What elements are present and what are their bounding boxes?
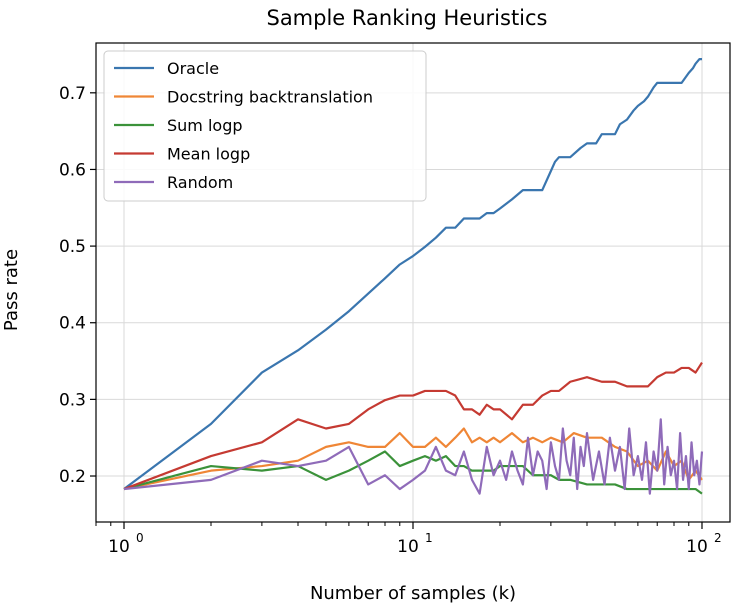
- x-axis-label: Number of samples (k): [310, 583, 516, 604]
- y-tick-label: 0.4: [59, 314, 86, 334]
- x-tick-label: 10: [108, 537, 130, 557]
- series-line-sum-logp: [123, 450, 703, 495]
- y-tick-label: 0.6: [59, 160, 86, 180]
- chart-title: Sample Ranking Heuristics: [266, 6, 547, 30]
- legend-label-oracle: Oracle: [167, 59, 219, 78]
- x-tick-label: 10: [397, 537, 419, 557]
- legend-label-docstring-backtranslation: Docstring backtranslation: [167, 88, 373, 107]
- y-tick-label: 0.7: [59, 84, 86, 104]
- x-tick-exponent: 0: [136, 531, 144, 545]
- series-line-oracle: [123, 57, 702, 490]
- x-tick-exponent: 2: [714, 531, 722, 545]
- legend-label-mean-logp: Mean logp: [167, 145, 250, 164]
- legend: Oracle Docstring backtranslation Sum logp M…: [103, 50, 427, 202]
- series-line-mean-logp: [123, 361, 703, 491]
- x-tick-label: 10: [686, 537, 708, 557]
- legend-label-random: Random: [167, 173, 233, 192]
- series-layer: [123, 57, 704, 495]
- ticks: 0.2 0.3 0.4 0.5 0.6 0.7 10 0 10 1 10 2: [59, 84, 722, 557]
- y-tick-label: 0.5: [59, 237, 86, 257]
- x-tick-exponent: 1: [425, 531, 433, 545]
- series-line-random: [123, 418, 704, 495]
- y-tick-label: 0.2: [59, 467, 86, 487]
- legend-label-sum-logp: Sum logp: [167, 116, 243, 135]
- y-tick-label: 0.3: [59, 390, 86, 410]
- y-axis-label: Pass rate: [1, 249, 22, 331]
- legend-box: [103, 50, 427, 202]
